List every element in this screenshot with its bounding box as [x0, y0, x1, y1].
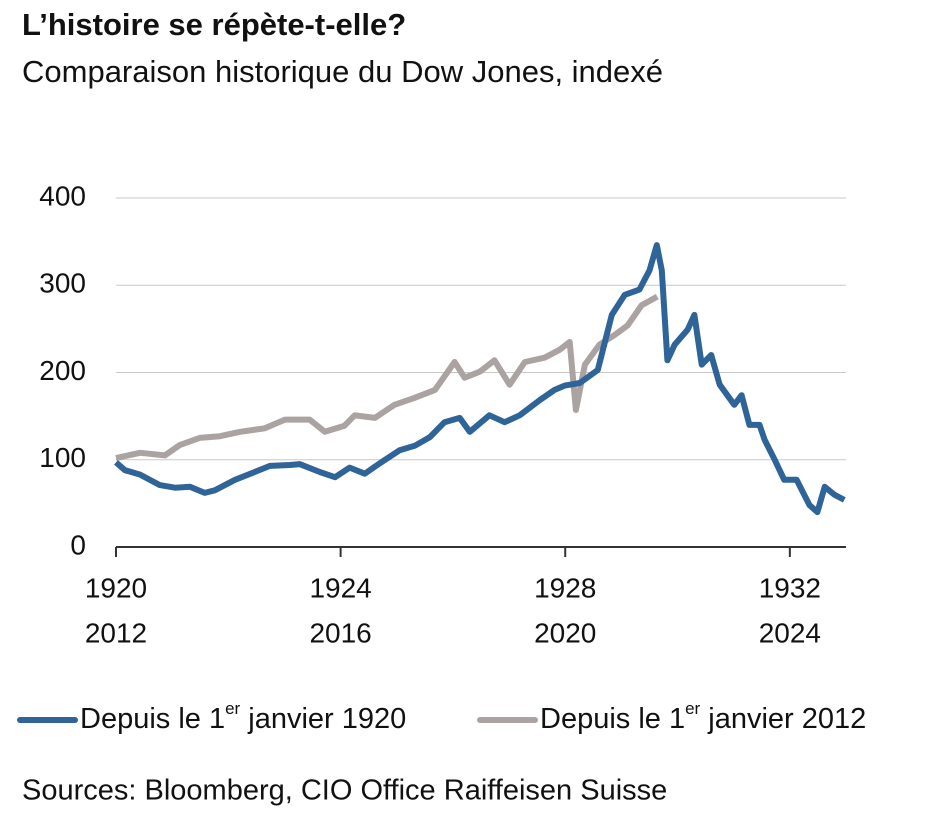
- x-tick-label: 1924: [309, 572, 371, 603]
- x2-tick-label: 2012: [85, 617, 147, 648]
- y-tick-label: 100: [39, 442, 86, 473]
- x2-tick-label: 2016: [309, 617, 371, 648]
- legend-label-part: Depuis le 1: [80, 703, 225, 735]
- series-line: [115, 293, 659, 461]
- source-note: Sources: Bloomberg, CIO Office Raiffeise…: [22, 775, 667, 807]
- y-tick-label: 200: [39, 355, 86, 386]
- legend-label-part: janvier 2012: [700, 703, 866, 735]
- legend-label-part: janvier 1920: [240, 703, 406, 735]
- x-tick-label: 1928: [534, 572, 596, 603]
- x2-tick-label: 2020: [534, 617, 596, 648]
- y-tick-label: 0: [70, 529, 86, 560]
- y-tick-label: 400: [39, 180, 86, 211]
- chart-subtitle: Comparaison historique du Dow Jones, ind…: [22, 54, 663, 89]
- legend-label-part: er: [685, 699, 700, 718]
- y-tick-label: 300: [39, 268, 86, 299]
- x-tick-label: 1932: [759, 572, 821, 603]
- legend-label-part: er: [225, 699, 240, 718]
- legend-label: Depuis le 1er janvier 1920: [80, 699, 406, 734]
- legend-label-part: Depuis le 1: [540, 703, 685, 735]
- chart-title: L’histoire se répète-t-elle?: [22, 7, 406, 42]
- x-tick-label: 1920: [85, 572, 147, 603]
- x2-tick-label: 2024: [759, 617, 821, 648]
- legend-label: Depuis le 1er janvier 2012: [540, 699, 866, 734]
- series-line: [114, 242, 846, 516]
